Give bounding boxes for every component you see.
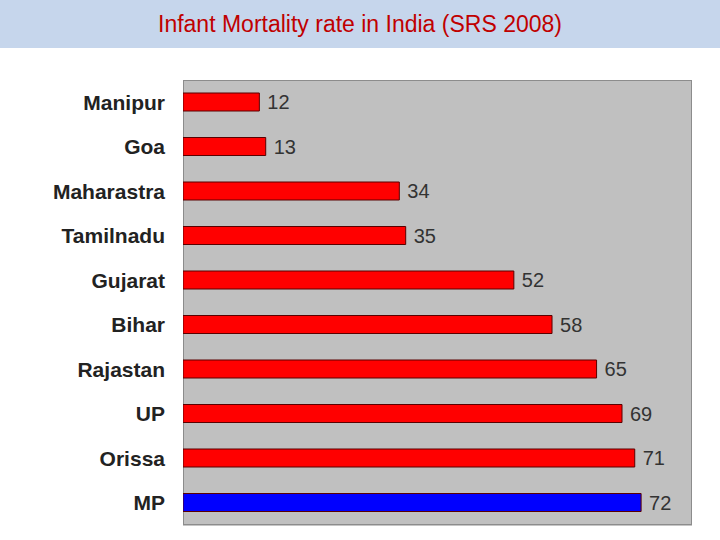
svg-text:Rajastan: Rajastan (77, 358, 165, 381)
svg-text:52: 52 (522, 269, 544, 291)
svg-text:UP: UP (136, 402, 165, 425)
svg-text:71: 71 (643, 447, 665, 469)
svg-text:65: 65 (605, 358, 627, 380)
svg-text:13: 13 (274, 136, 296, 158)
svg-text:Orissa: Orissa (100, 447, 166, 470)
svg-text:Goa: Goa (124, 135, 165, 158)
svg-text:Gujarat: Gujarat (91, 269, 165, 292)
svg-text:Tamilnadu: Tamilnadu (62, 224, 165, 247)
svg-text:Bihar: Bihar (111, 313, 165, 336)
svg-text:Maharastra: Maharastra (53, 180, 165, 203)
svg-text:12: 12 (267, 91, 289, 113)
svg-text:35: 35 (414, 225, 436, 247)
svg-text:34: 34 (407, 180, 429, 202)
svg-text:Manipur: Manipur (83, 91, 165, 114)
svg-text:58: 58 (560, 314, 582, 336)
html-text:Infant Mortality rate in India: Infant Mortality rate in India (SRS 2008… (158, 10, 562, 37)
svg-text:72: 72 (649, 492, 671, 514)
svg-text:MP: MP (134, 491, 166, 514)
svg-text:69: 69 (630, 403, 652, 425)
